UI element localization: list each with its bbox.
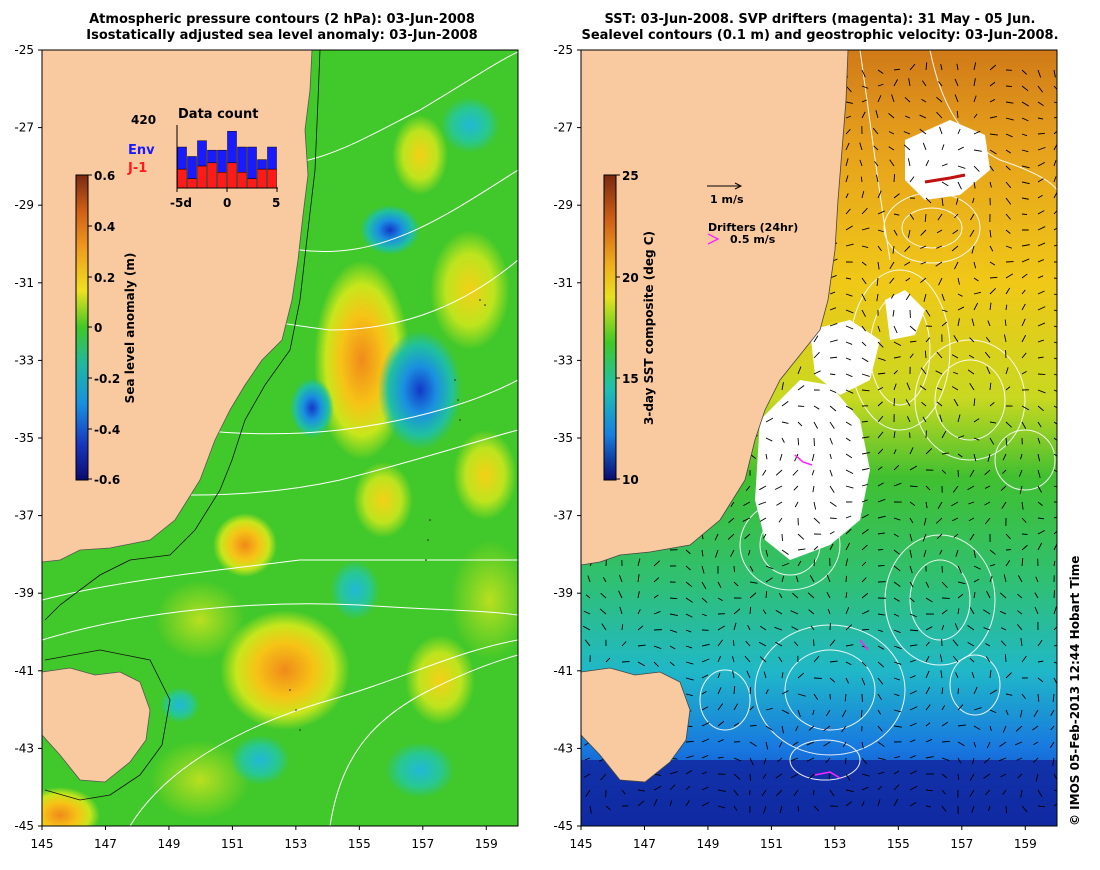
inset-bar-j1	[247, 178, 257, 189]
lon-tick-label: 147	[94, 837, 117, 851]
sla-tick-4: -0.2	[94, 372, 120, 386]
lon-tick-label: 159	[475, 837, 498, 851]
inset-bar-env	[217, 149, 227, 173]
sla-colorbar	[75, 174, 89, 481]
inset-bar-j1	[227, 162, 237, 189]
lon-tick-label: 155	[348, 837, 371, 851]
lon-tick-label: 157	[411, 837, 434, 851]
left-title-line2: Isostatically adjusted sea level anomaly…	[86, 28, 478, 43]
lat-tick-label: -39	[14, 586, 34, 600]
inset-xtick-0: -5d	[170, 196, 192, 210]
lon-tick-label: 145	[31, 837, 54, 851]
inset-bar-j1	[177, 168, 187, 189]
left-map-axes: -25 -27 -29 -31 -33 -35 -37 -39 -41 -43 -45 145 147 1…	[14, 43, 497, 851]
inset-bar-env	[247, 146, 257, 179]
inset-bar-env	[237, 146, 247, 173]
inset-bar-env	[227, 131, 237, 164]
lat-tick-label: -37	[14, 509, 34, 523]
eddy-warm-mid	[353, 462, 413, 538]
sla-tick-2: 0.2	[94, 271, 115, 285]
inset-bars	[177, 131, 277, 189]
right-title: SST: 03-Jun-2008. SVP drifters (magenta)…	[560, 12, 1080, 44]
eddy-warm-west	[213, 513, 277, 577]
lat-tick-label: -29	[14, 198, 34, 212]
shelf-contour	[44, 50, 321, 621]
lat-tick-label: -33	[14, 353, 34, 367]
eddy-cool-1	[330, 560, 380, 620]
eddy-warm-sw	[42, 787, 100, 826]
lat-tick-label: -45	[14, 819, 34, 833]
inset-bar-env	[207, 149, 217, 164]
lon-tick-label: 151	[221, 837, 244, 851]
inset-bar-j1	[187, 178, 197, 189]
lon-tick-label: 153	[284, 837, 307, 851]
eddy-warm-ne	[430, 230, 510, 350]
eddy-lime-3	[150, 740, 250, 820]
eddy-warm-east	[453, 430, 517, 520]
inset-bar-env	[267, 146, 277, 170]
eddy-cool-3	[230, 735, 290, 785]
sla-tick-0: 0.6	[94, 169, 115, 183]
sla-colorbar-labels: 0.6 0.4 0.2 0 -0.2 -0.4 -0.6	[94, 169, 120, 487]
lat-tick-label: -41	[14, 664, 34, 678]
lat-tick-label: -25	[14, 43, 34, 57]
lon-tick-label: 149	[157, 837, 180, 851]
satellite-tracks	[289, 299, 486, 731]
lat-tick-label: -43	[14, 741, 34, 755]
tasmania-shelf	[44, 649, 171, 801]
inset-bar-j1	[197, 165, 207, 189]
inset-legend-env: Env	[128, 143, 155, 158]
tasmania	[42, 667, 151, 783]
sla-tick-6: -0.6	[94, 473, 120, 487]
inset-bar-j1	[257, 168, 267, 189]
left-title-line1: Atmospheric pressure contours (2 hPa): 0…	[89, 12, 475, 27]
inset-xtick-1: 0	[223, 196, 231, 210]
eddy-cool-ne	[440, 97, 500, 153]
lat-tick-label: -27	[14, 121, 34, 135]
pressure-label: 420	[131, 113, 156, 127]
inset-xtick-2: 5	[272, 196, 280, 210]
inset-bar-j1	[237, 172, 247, 189]
inset-bar-env	[197, 140, 207, 167]
left-title: Atmospheric pressure contours (2 hPa): 0…	[22, 12, 542, 44]
sla-colorbar-label: Sea level anomaly (m)	[123, 253, 137, 404]
lat-tick-label: -35	[14, 431, 34, 445]
lat-tick-label: -31	[14, 276, 34, 290]
eddy-cold-west	[290, 378, 334, 438]
inset-bar-j1	[207, 162, 217, 189]
eddy-warm-north	[392, 115, 448, 195]
right-title-line2: Sealevel contours (0.1 m) and geostrophi…	[581, 28, 1059, 43]
eddy-cool-2	[385, 742, 455, 798]
inset-bar-j1	[217, 172, 227, 189]
eddy-cool-4	[160, 687, 200, 723]
eddy-cold-main	[378, 330, 462, 450]
inset-legend-j1: J-1	[127, 161, 147, 176]
eddy-warm-south	[220, 610, 350, 730]
credit-text: © IMOS 05-Feb-2013 12:44 Hobart Time	[1068, 555, 1082, 826]
inset-bar-env	[177, 146, 187, 170]
eddy-lime-1	[155, 580, 245, 660]
sla-tick-3: 0	[94, 321, 102, 335]
sla-colorbar-ticks	[88, 174, 92, 480]
eddy-cold-north	[360, 205, 420, 255]
inset-axes	[176, 125, 278, 192]
sla-tick-5: -0.4	[94, 423, 120, 437]
inset-bar-j1	[267, 168, 277, 189]
sla-tick-1: 0.4	[94, 220, 115, 234]
right-title-line1: SST: 03-Jun-2008. SVP drifters (magenta)…	[604, 12, 1036, 27]
eddy-warm-se	[405, 635, 475, 725]
inset-bar-env	[187, 156, 197, 179]
eddy-lime-2	[450, 540, 518, 660]
inset-title: Data count	[178, 107, 258, 122]
inset-bar-env	[257, 159, 267, 170]
